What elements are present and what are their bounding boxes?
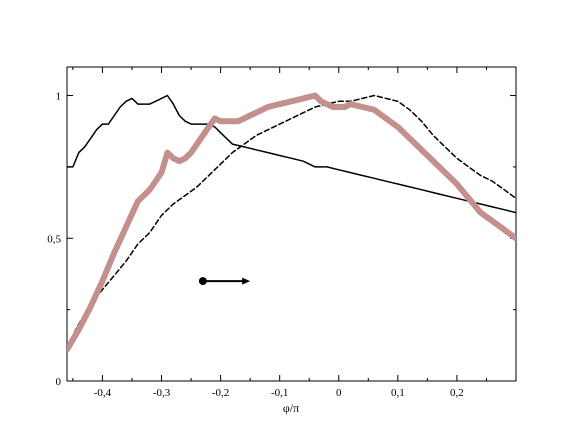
annotation-layer [198,277,251,286]
y-axis: 00,51 [47,91,516,388]
series-line-dashed [67,94,516,348]
x-tick-label: -0,4 [94,387,112,399]
series-line-solid-thick [67,92,516,353]
plot-frame [66,66,517,382]
x-axis: -0,4 -0,3 -0,2 -0,1 0 0,1 0,2 [72,67,487,399]
x-tick-label: -0,3 [153,387,171,399]
series-layer [67,92,516,353]
y-tick-label: 0,5 [47,233,61,245]
y-tick-label: 1 [56,91,62,103]
x-tick-label: -0,1 [271,387,288,399]
y-tick-label: 0 [56,376,62,388]
x-tick-label: -0,2 [212,387,229,399]
arrow-head [242,277,251,285]
x-tick-label: 0,1 [391,387,405,399]
series-line-solid-thin [67,94,516,214]
x-tick-label: 0,2 [450,387,464,399]
x-tick-label: 0 [336,387,342,399]
x-axis-label: φ/π [283,401,299,415]
